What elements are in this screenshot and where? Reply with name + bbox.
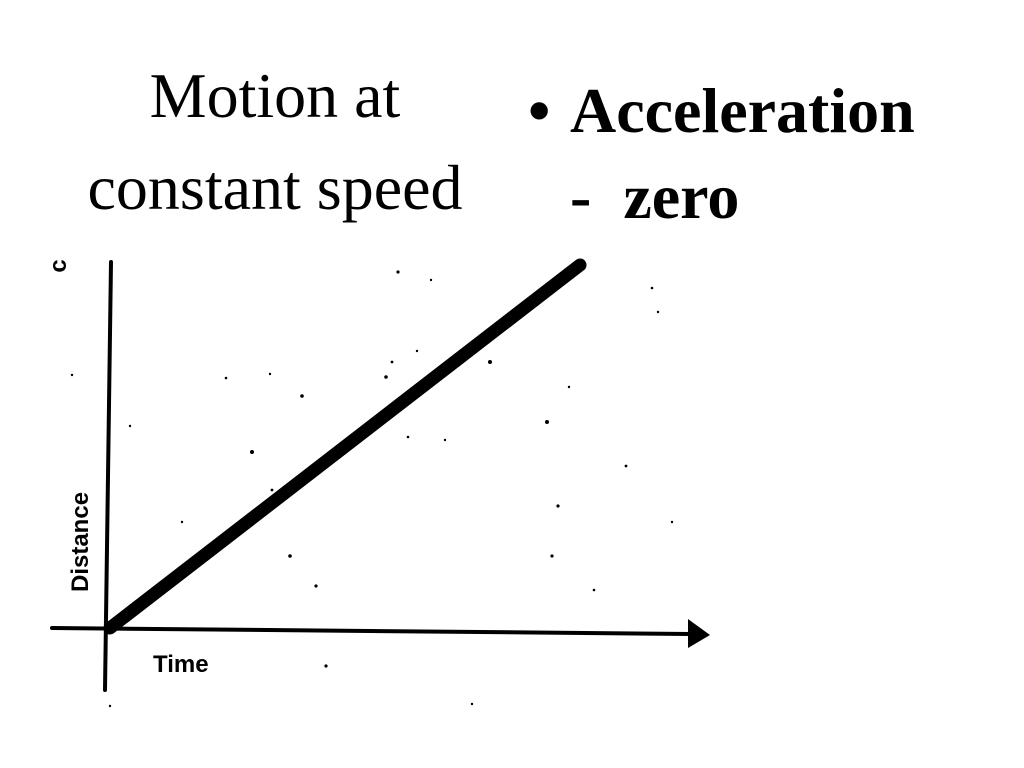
bullet-sub-item: - zero bbox=[570, 161, 740, 232]
title-line-1: Motion at bbox=[149, 60, 401, 131]
series-layer bbox=[103, 258, 587, 635]
speckle-noise bbox=[70, 270, 674, 708]
bullet-dot-icon: • bbox=[528, 75, 551, 146]
y-axis-label: Distance bbox=[67, 492, 94, 592]
x-axis-label: Time bbox=[153, 651, 209, 678]
y-axis bbox=[103, 260, 113, 692]
bullet-list: • Acceleration - zero bbox=[528, 68, 1008, 240]
series-line bbox=[103, 258, 587, 635]
x-axis bbox=[50, 626, 692, 636]
slide-title: Motion at constant speed bbox=[20, 50, 530, 234]
bullet-text: Acceleration bbox=[570, 75, 915, 146]
title-line-2: constant speed bbox=[87, 152, 463, 223]
y-axis-top-label: c bbox=[45, 259, 72, 272]
x-axis-arrowhead bbox=[688, 619, 710, 648]
bullet-item: • Acceleration bbox=[528, 68, 1008, 154]
